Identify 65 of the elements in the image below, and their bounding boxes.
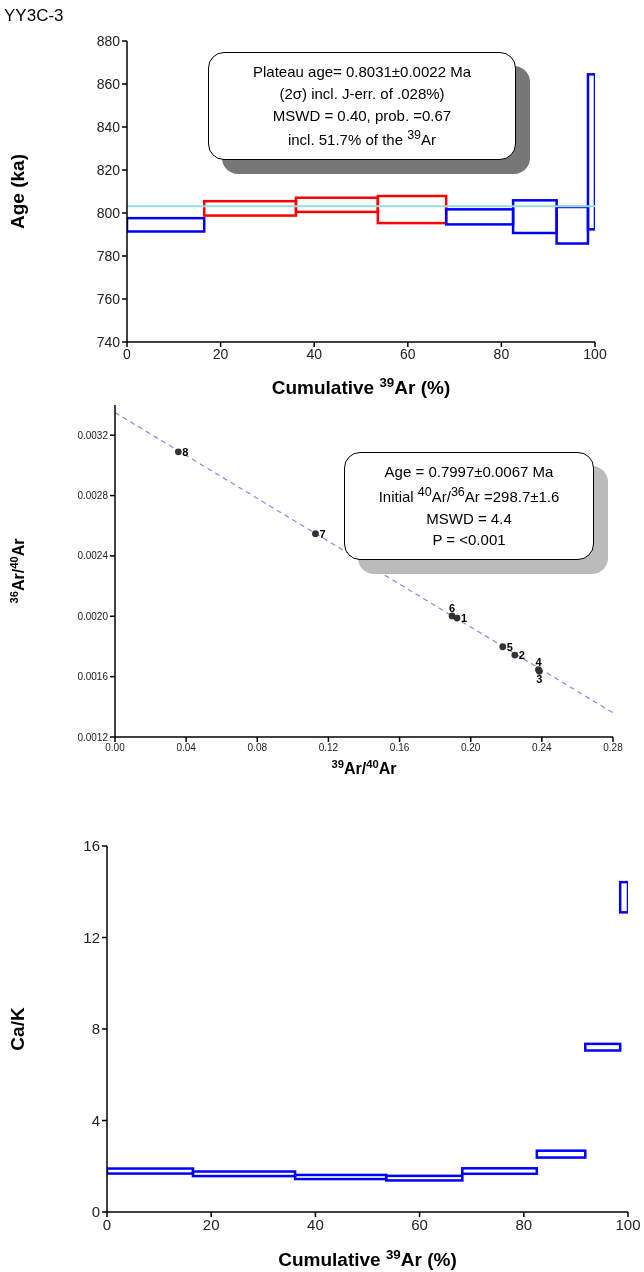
annotation: P = <0.001 <box>431 530 507 551</box>
x-tick-label: 40 <box>306 345 323 362</box>
annotation: MSWD = 0.40, prob. =0.67 <box>271 105 453 126</box>
point <box>511 651 519 659</box>
x-axis-title: Cumulative $^{39}$Ar (%) <box>271 374 451 398</box>
annotation: Age = 0.7997±0.0067 Ma <box>383 462 555 482</box>
y-tick-label: 0.0032 <box>77 429 109 441</box>
annotation: 2 <box>518 648 525 661</box>
annotation: Initial $^{40}$Ar/$^{36}$Ar =298.7±1.6 <box>377 483 561 507</box>
x-tick-label: 0.24 <box>532 742 553 754</box>
annotation: Plateau age= 0.8031±0.0022 Ma <box>252 62 472 82</box>
y-tick-label: 0 <box>91 1203 100 1221</box>
point <box>499 643 507 651</box>
x-tick-label: 0.08 <box>247 742 268 754</box>
annotation: 6 <box>448 601 456 614</box>
x-tick-label: 80 <box>493 345 510 362</box>
annotation: MSWD = 4.4 <box>425 508 513 529</box>
y-tick-label: 800 <box>96 204 121 221</box>
y-tick-label: 860 <box>96 75 121 92</box>
y-tick-label: 740 <box>96 333 121 350</box>
x-tick-label: 0.04 <box>176 742 197 754</box>
y-tick-label: 820 <box>96 161 121 178</box>
annotation: 5 <box>506 640 513 653</box>
y-tick-label: 780 <box>96 247 121 264</box>
annotation: 1 <box>461 611 468 624</box>
x-tick-label: 0 <box>123 345 132 362</box>
x-tick-label: 0.16 <box>389 742 410 754</box>
y-tick-label: 0.0012 <box>77 731 109 743</box>
x-tick-label: 0.28 <box>603 742 624 754</box>
annotation: 3 <box>536 673 543 686</box>
y-axis-title: Age (ka) <box>7 154 28 229</box>
y-tick-label: 4 <box>91 1111 100 1129</box>
annotation: incl. 51.7% of the $^{39}$Ar <box>286 127 438 151</box>
y-tick-label: 760 <box>96 290 121 307</box>
x-tick-label: 0.20 <box>460 742 481 754</box>
x-tick-label: 20 <box>212 345 229 362</box>
y-tick-label: 16 <box>83 837 100 855</box>
x-tick-label: 80 <box>515 1215 533 1233</box>
annotation: 8 <box>182 445 189 458</box>
y-tick-label: 0.0024 <box>77 550 109 562</box>
x-tick-label: 40 <box>307 1215 324 1233</box>
y-tick-label: 8 <box>91 1020 100 1038</box>
y-tick-label: 0.0028 <box>77 490 109 502</box>
point <box>174 448 182 456</box>
y-tick-label: 0.0016 <box>77 671 109 683</box>
x-axis-title: Cumulative $^{39}$Ar (%) <box>278 1246 457 1270</box>
annotation: (2σ) incl. J-err. of .028%) <box>278 83 446 104</box>
x-tick-label: 100 <box>583 345 607 362</box>
x-tick-label: 100 <box>615 1215 641 1233</box>
chart-title: YY3C-3 <box>4 6 64 26</box>
y-tick-label: 12 <box>83 928 100 946</box>
y-axis-title: Ca/K <box>7 1007 28 1051</box>
point <box>312 530 319 538</box>
x-axis-title: $^{39}$Ar/$^{40}$Ar <box>331 758 397 777</box>
x-tick-label: 20 <box>202 1215 220 1233</box>
x-tick-label: 0.00 <box>105 742 126 754</box>
y-tick-label: 0.0020 <box>77 610 109 622</box>
x-tick-label: 60 <box>411 1215 428 1233</box>
y-tick-label: 880 <box>96 32 121 49</box>
annotation: 4 <box>535 655 543 668</box>
annotation: 7 <box>319 527 326 540</box>
x-tick-label: 0.12 <box>318 742 339 754</box>
point <box>448 612 456 620</box>
y-tick-label: 840 <box>96 118 121 135</box>
x-tick-label: 60 <box>400 345 416 362</box>
